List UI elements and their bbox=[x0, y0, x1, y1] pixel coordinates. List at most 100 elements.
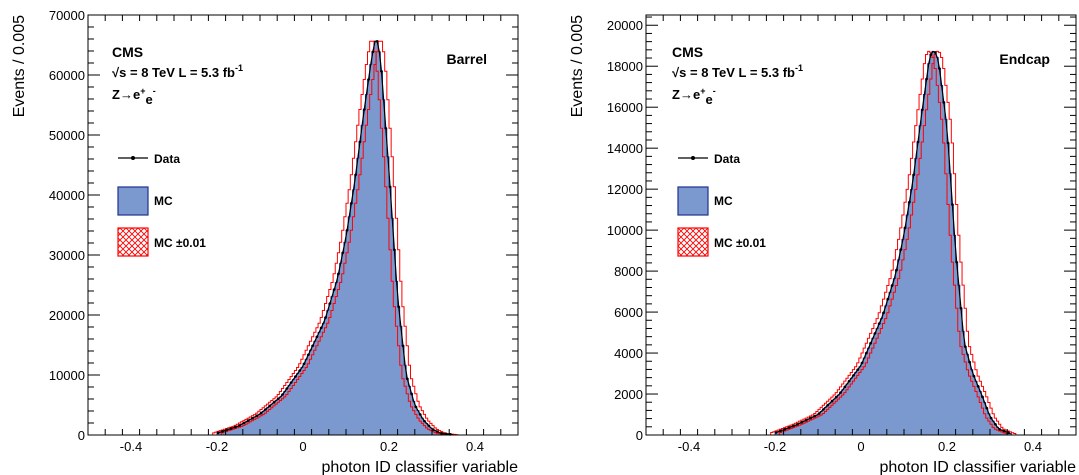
y-tick-label: 14000 bbox=[607, 141, 643, 156]
x-axis-title: photon ID classifier variable bbox=[321, 459, 518, 475]
data-series bbox=[774, 50, 1011, 435]
y-axis-title: Events / 0.005 bbox=[569, 15, 586, 117]
data-point bbox=[929, 53, 933, 56]
x-tick-label: -0.4 bbox=[120, 439, 142, 454]
data-point bbox=[791, 424, 795, 428]
data-point bbox=[890, 284, 894, 287]
y-tick-label: 20000 bbox=[49, 308, 85, 323]
data-point bbox=[285, 387, 289, 390]
data-point bbox=[216, 431, 220, 435]
sqrt-symbol: √s bbox=[112, 65, 126, 80]
data-point bbox=[405, 377, 409, 381]
region-label: Barrel bbox=[447, 51, 487, 67]
data-point bbox=[380, 69, 383, 73]
data-point bbox=[843, 385, 847, 389]
process-s1: + bbox=[700, 86, 705, 96]
data-point bbox=[238, 424, 241, 427]
process-s2: - bbox=[713, 86, 716, 96]
y-tick-label: 10000 bbox=[49, 368, 85, 383]
y-tick-label: 0 bbox=[78, 428, 85, 443]
data-point bbox=[302, 362, 306, 366]
data-point bbox=[989, 416, 993, 420]
x-tick-label: 0.2 bbox=[380, 439, 398, 454]
data-point bbox=[319, 326, 323, 330]
legend-mc-swatch bbox=[677, 186, 709, 216]
process-arrow: → bbox=[680, 87, 693, 102]
data-point bbox=[994, 422, 997, 426]
region-label: Endcap bbox=[999, 51, 1050, 67]
data-point bbox=[873, 332, 877, 335]
process-e1: e bbox=[133, 87, 140, 102]
data-point bbox=[882, 311, 885, 315]
data-point bbox=[294, 375, 297, 378]
data-point bbox=[358, 140, 362, 144]
sqrt-symbol: √s bbox=[672, 65, 686, 80]
data-point bbox=[259, 411, 263, 415]
plot-frame bbox=[645, 14, 1077, 436]
data-point bbox=[423, 419, 426, 423]
data-point bbox=[362, 108, 366, 111]
experiment-label: CMS bbox=[112, 44, 143, 60]
x-tick-label: -0.2 bbox=[206, 439, 228, 454]
data-point bbox=[388, 185, 392, 189]
lumi-superscript: -1 bbox=[235, 63, 243, 73]
data-point bbox=[268, 404, 271, 408]
data-point bbox=[813, 414, 817, 418]
y-tick-label: 60000 bbox=[49, 68, 85, 83]
process-e1: e bbox=[693, 87, 700, 102]
data-point bbox=[955, 260, 958, 264]
data-point bbox=[830, 399, 834, 403]
data-point bbox=[834, 395, 838, 399]
process-e2: e bbox=[145, 92, 152, 107]
legend: Data MC MC ±0.01 bbox=[677, 152, 766, 257]
data-point bbox=[981, 395, 984, 399]
legend-band-label: MC ±0.01 bbox=[154, 236, 206, 250]
data-point bbox=[865, 351, 868, 355]
data-point bbox=[916, 140, 920, 144]
process-label: Z→e+e- bbox=[672, 86, 716, 107]
data-point bbox=[796, 422, 799, 426]
lumi-label: √s = 8 TeV L = 5.3 fb-1 bbox=[112, 63, 243, 80]
y-tick-label: 40000 bbox=[49, 188, 85, 203]
y-tick-label: 8000 bbox=[614, 264, 643, 279]
data-point bbox=[350, 201, 353, 205]
data-point bbox=[384, 126, 388, 130]
data-point bbox=[393, 248, 396, 252]
y-tick-label: 12000 bbox=[607, 182, 643, 197]
data-point bbox=[856, 368, 860, 371]
data-point bbox=[912, 173, 915, 177]
data-point bbox=[817, 412, 821, 415]
data-point bbox=[822, 408, 825, 411]
mc-histogram bbox=[646, 50, 1076, 436]
data-point bbox=[427, 424, 431, 427]
data-point bbox=[255, 414, 259, 418]
data-point bbox=[345, 228, 349, 232]
data-point bbox=[246, 419, 250, 422]
y-tick-label: 2000 bbox=[614, 387, 643, 402]
data-point bbox=[804, 418, 808, 422]
data-point bbox=[264, 408, 267, 411]
data-point bbox=[933, 51, 937, 54]
data-point bbox=[787, 426, 791, 429]
data-point bbox=[272, 401, 276, 404]
process-z: Z bbox=[112, 87, 120, 102]
legend-band-swatch bbox=[117, 227, 149, 257]
data-point bbox=[444, 432, 448, 436]
data-point bbox=[410, 392, 413, 396]
x-tick-label: -0.4 bbox=[678, 439, 700, 454]
data-point bbox=[307, 353, 310, 357]
data-point bbox=[920, 108, 924, 112]
legend: Data MC MC ±0.01 bbox=[117, 152, 206, 257]
data-point bbox=[332, 288, 336, 291]
lumi-text: = 8 TeV L = 5.3 fb bbox=[686, 65, 795, 80]
data-point bbox=[311, 344, 314, 348]
endcap-panel: -0.4 -0.2 0 0.2 0.4 0 2000 4000 6000 8000 10000 120… bbox=[569, 14, 1077, 475]
data-point bbox=[1002, 429, 1006, 433]
data-point bbox=[903, 226, 907, 230]
data-point bbox=[375, 39, 379, 43]
data-point bbox=[985, 406, 989, 410]
data-point bbox=[959, 306, 963, 310]
lumi-label: √s = 8 TeV L = 5.3 fb-1 bbox=[672, 63, 803, 80]
data-point bbox=[440, 432, 443, 435]
data-series bbox=[216, 39, 453, 436]
